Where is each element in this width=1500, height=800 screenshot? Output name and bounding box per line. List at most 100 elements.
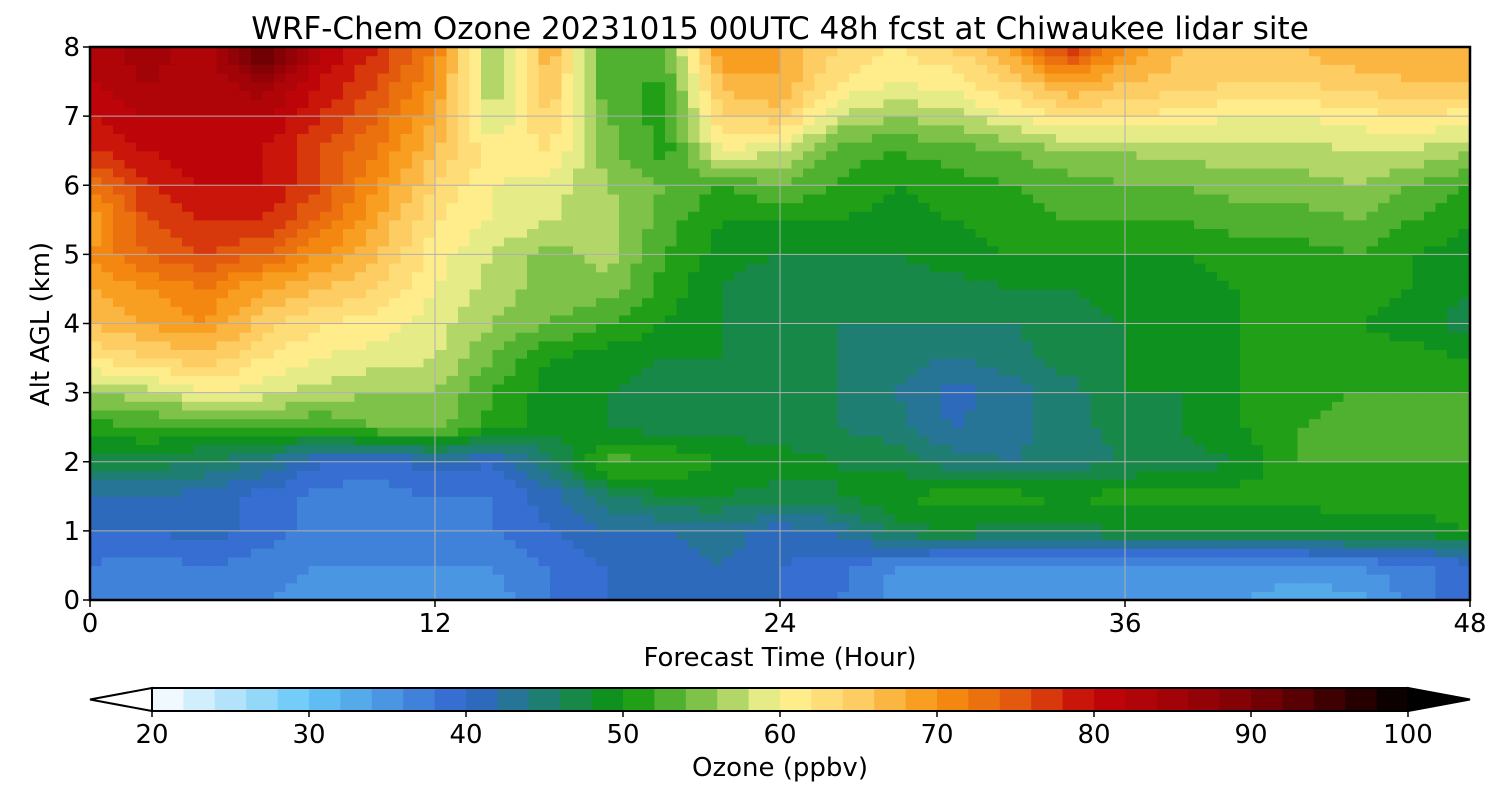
heatmap-cell: [1228, 271, 1241, 281]
heatmap-cell: [1010, 271, 1023, 281]
heatmap-cell: [872, 487, 885, 497]
heatmap-cell: [1263, 513, 1276, 523]
heatmap-cell: [584, 401, 597, 411]
heatmap-cell: [446, 237, 459, 247]
heatmap-cell: [343, 358, 356, 368]
heatmap-cell: [998, 574, 1011, 584]
heatmap-cell: [1090, 392, 1103, 402]
heatmap-cell: [803, 444, 816, 454]
heatmap-cell: [584, 435, 597, 446]
heatmap-cell: [1297, 297, 1310, 307]
heatmap-cell: [1458, 314, 1471, 325]
heatmap-cell: [1274, 297, 1287, 307]
heatmap-cell: [481, 487, 494, 497]
heatmap-cell: [216, 565, 229, 575]
heatmap-cell: [895, 332, 908, 342]
heatmap-cell: [538, 418, 551, 428]
heatmap-cell: [354, 297, 367, 307]
heatmap-cell: [124, 435, 137, 446]
heatmap-cell: [757, 383, 770, 394]
heatmap-cell: [550, 496, 563, 506]
heatmap-cell: [722, 444, 735, 454]
heatmap-cell: [607, 392, 620, 402]
heatmap-cell: [1010, 435, 1023, 446]
heatmap-cell: [1102, 271, 1115, 281]
heatmap-cell: [550, 245, 563, 255]
heatmap-cell: [320, 556, 333, 567]
heatmap-cell: [722, 435, 735, 446]
heatmap-cell: [239, 470, 252, 480]
heatmap-cell: [918, 504, 931, 515]
heatmap-cell: [124, 565, 137, 575]
heatmap-cell: [251, 401, 264, 411]
heatmap-cell: [1378, 314, 1391, 325]
heatmap-cell: [1297, 280, 1310, 290]
heatmap-cell: [826, 479, 839, 489]
heatmap-cell: [1355, 401, 1368, 411]
heatmap-cell: [308, 375, 321, 385]
heatmap-cell: [193, 237, 206, 247]
heatmap-cell: [814, 288, 827, 299]
heatmap-cell: [780, 479, 793, 489]
heatmap-cell: [1010, 461, 1023, 471]
heatmap-cell: [1355, 487, 1368, 497]
heatmap-cell: [757, 280, 770, 290]
heatmap-cell: [826, 435, 839, 446]
heatmap-cell: [998, 461, 1011, 471]
heatmap-cell: [975, 539, 988, 549]
heatmap-cell: [492, 366, 505, 376]
heatmap-cell: [1458, 427, 1471, 437]
heatmap-cell: [780, 453, 793, 463]
heatmap-cell: [400, 522, 413, 532]
heatmap-cell: [1228, 263, 1241, 273]
heatmap-cell: [1274, 556, 1287, 567]
heatmap-cell: [262, 461, 275, 471]
heatmap-cell: [262, 323, 275, 333]
heatmap-cell: [1148, 435, 1161, 446]
heatmap-cell: [1056, 565, 1069, 575]
heatmap-cell: [550, 306, 563, 316]
heatmap-cell: [918, 401, 931, 411]
heatmap-cell: [308, 513, 321, 523]
heatmap-cell: [297, 383, 310, 394]
heatmap-cell: [1458, 418, 1471, 428]
heatmap-cell: [389, 565, 402, 575]
heatmap-cell: [239, 427, 252, 437]
heatmap-cell: [860, 444, 873, 454]
heatmap-cell: [1033, 582, 1046, 592]
heatmap-cell: [1205, 427, 1218, 437]
heatmap-cell: [653, 297, 666, 307]
heatmap-cell: [366, 306, 379, 316]
heatmap-cell: [216, 556, 229, 567]
heatmap-cell: [458, 548, 471, 558]
heatmap-cell: [561, 271, 574, 281]
heatmap-cell: [435, 288, 448, 299]
heatmap-cell: [1274, 401, 1287, 411]
heatmap-cell: [423, 409, 436, 420]
heatmap-cell: [1447, 306, 1460, 316]
heatmap-cell: [906, 383, 919, 394]
heatmap-cell: [1182, 263, 1195, 273]
heatmap-cell: [274, 513, 287, 523]
heatmap-cell: [1010, 314, 1023, 325]
heatmap-cell: [941, 453, 954, 463]
heatmap-cell: [1435, 409, 1448, 420]
heatmap-cell: [987, 470, 1000, 480]
heatmap-cell: [90, 392, 103, 402]
heatmap-cell: [1263, 271, 1276, 281]
heatmap-cell: [412, 470, 425, 480]
heatmap-cell: [400, 392, 413, 402]
heatmap-cell: [274, 375, 287, 385]
heatmap-cell: [987, 591, 1000, 601]
heatmap-cell: [435, 418, 448, 428]
heatmap-cell: [1079, 392, 1092, 402]
heatmap-cell: [90, 504, 103, 515]
heatmap-cell: [561, 591, 574, 601]
heatmap-cell: [998, 366, 1011, 376]
heatmap-cell: [929, 280, 942, 290]
heatmap-cell: [561, 297, 574, 307]
heatmap-cell: [1251, 582, 1264, 592]
heatmap-cell: [1378, 522, 1391, 532]
heatmap-cell: [124, 530, 137, 541]
heatmap-cell: [918, 565, 931, 575]
